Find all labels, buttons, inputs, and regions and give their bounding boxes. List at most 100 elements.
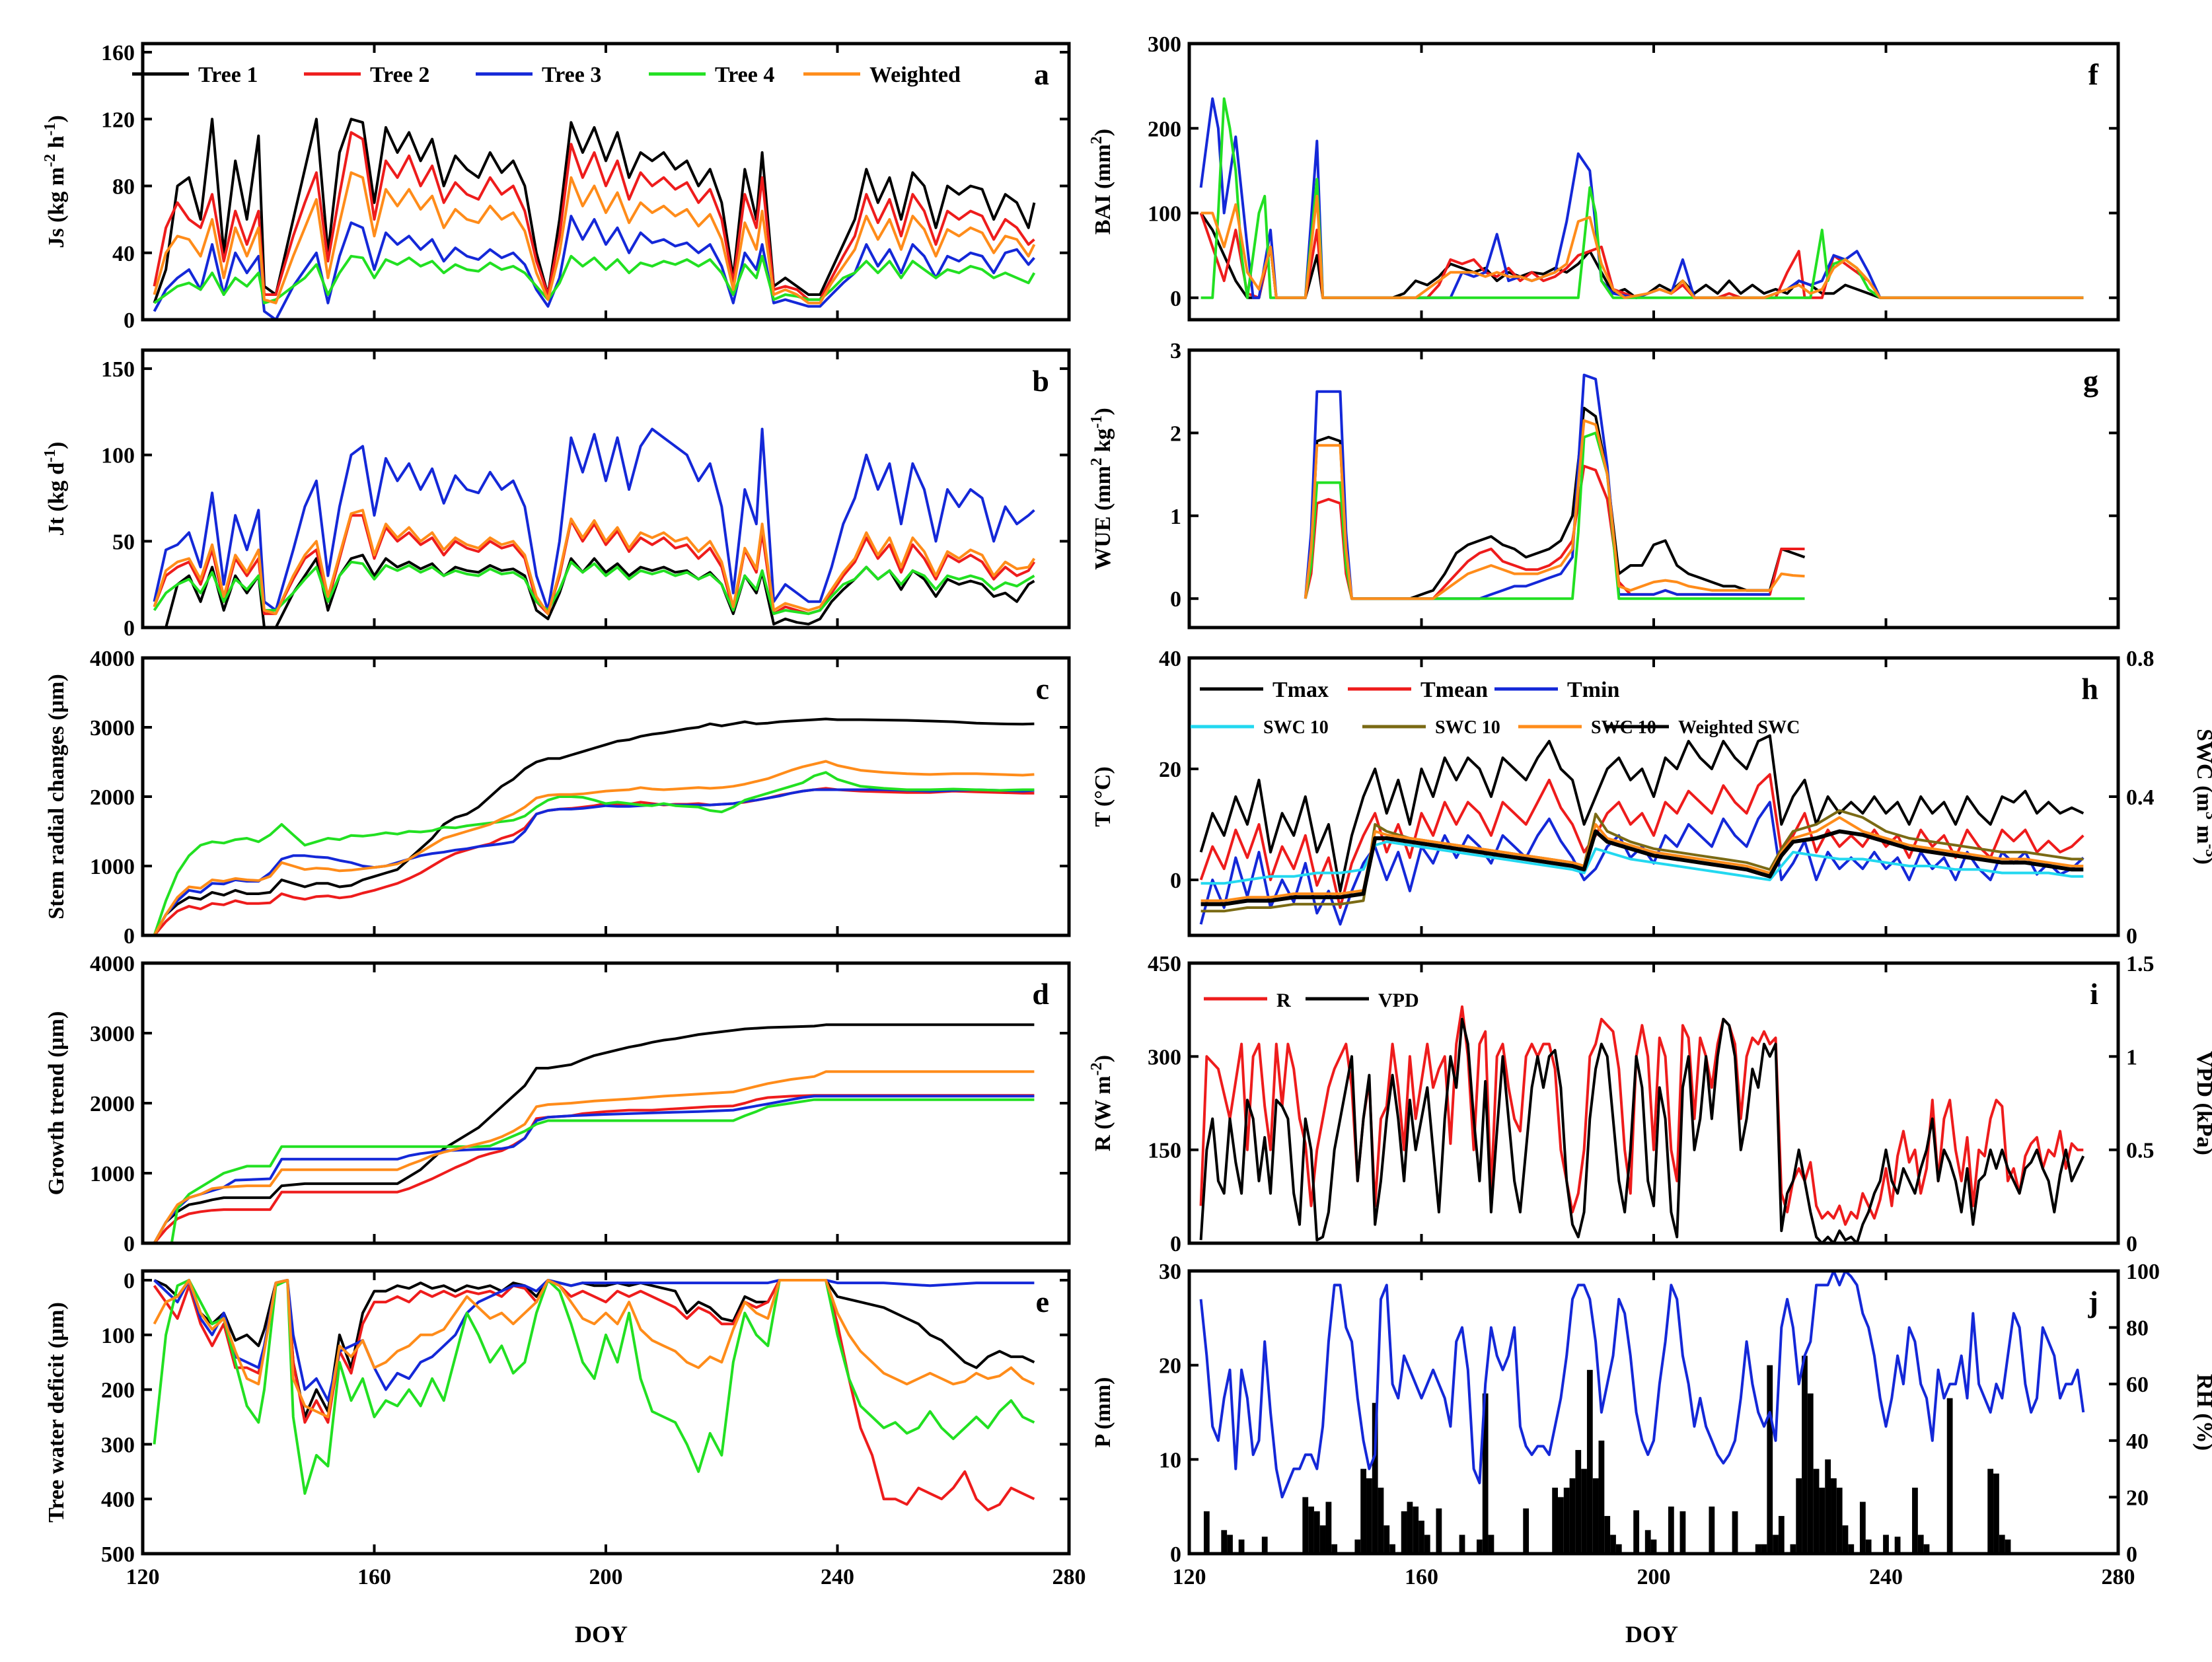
panel-a: 0 40 80 120 160 Js (kg m-2 h-1) a Tree 1 Tree 2 T… bbox=[42, 41, 1071, 333]
y-tick-label: 100 bbox=[101, 444, 135, 468]
series-tree-1-line bbox=[153, 118, 1036, 304]
y-tick-label: 40 bbox=[112, 242, 135, 266]
x-axis-label-right: DOY bbox=[1625, 1621, 1678, 1647]
precip-bar bbox=[1476, 1539, 1483, 1554]
precip-bar bbox=[1865, 1539, 1872, 1554]
panel-i: 0 150 300 450 0 0.5 1 1.5 R (W m-2) VPD (kPa) i R VP… bbox=[1088, 952, 2212, 1256]
series-tree-2-line bbox=[153, 1279, 1035, 1511]
legend-label: Weighted SWC bbox=[1678, 717, 1800, 738]
panel-letter: d bbox=[1032, 977, 1049, 1011]
x-tick-label: 160 bbox=[1405, 1565, 1438, 1589]
precip-bar bbox=[1221, 1530, 1228, 1554]
precip-bar bbox=[1227, 1535, 1233, 1554]
y-axis-label: P (mm) bbox=[1091, 1377, 1115, 1448]
precip-bar bbox=[1581, 1468, 1587, 1554]
y2-axis-label: SWC (m3 m-3) bbox=[2192, 729, 2212, 865]
series-swc-10-b--line bbox=[1200, 809, 2084, 913]
series-tree-4-line bbox=[154, 1098, 1035, 1243]
series-tree-1-line bbox=[153, 1023, 1035, 1243]
y-tick-label: 0 bbox=[1170, 1232, 1181, 1256]
y-tick-label: 200 bbox=[1148, 117, 1181, 141]
precip-bar bbox=[1552, 1488, 1559, 1554]
series-tree-2-line bbox=[153, 131, 1035, 301]
precip-bar bbox=[1993, 1473, 1999, 1554]
legend-label: Tree 4 bbox=[715, 63, 774, 87]
precip-bar bbox=[1598, 1440, 1605, 1554]
plot-frame bbox=[1187, 42, 2120, 322]
precip-bar bbox=[1615, 1544, 1622, 1554]
precip-bar bbox=[1679, 1511, 1686, 1554]
y-tick-label: 0 bbox=[1170, 1542, 1181, 1567]
series-weighted-line bbox=[153, 1279, 1035, 1418]
series-tree-1-line bbox=[1199, 212, 2084, 299]
x-tick-label: 280 bbox=[2102, 1565, 2135, 1589]
y-tick-label: 200 bbox=[101, 1379, 135, 1403]
x-tick-label: 200 bbox=[1637, 1565, 1671, 1589]
precip-bar bbox=[1424, 1535, 1430, 1554]
y-axis-label: Growth trend (μm) bbox=[44, 1011, 69, 1196]
precip-bar bbox=[1302, 1497, 1309, 1554]
x-tick-label: 280 bbox=[1052, 1565, 1086, 1589]
precip-bar bbox=[1354, 1539, 1361, 1554]
legend-label: SWC 10 bbox=[1263, 717, 1329, 738]
precip-bar bbox=[1436, 1508, 1442, 1554]
y-tick-label: 4000 bbox=[90, 647, 135, 671]
y-tick-label: 0 bbox=[124, 308, 135, 333]
precip-bar bbox=[1987, 1468, 1994, 1554]
y-tick-label: 0 bbox=[1170, 287, 1181, 311]
precip-bar bbox=[1796, 1478, 1802, 1554]
precip-bar bbox=[1848, 1544, 1855, 1554]
y2-axis-label: VPD (kPa) bbox=[2192, 1051, 2212, 1155]
precip-bar bbox=[1325, 1501, 1332, 1554]
precip-bar bbox=[1482, 1393, 1489, 1554]
legend-label: Weighted bbox=[869, 63, 961, 87]
y-axis-label: Jt (kg d-1) bbox=[42, 442, 69, 536]
y-tick-label: 120 bbox=[101, 108, 135, 132]
y-tick-label: 300 bbox=[1148, 1045, 1181, 1069]
precip-bar bbox=[1413, 1506, 1419, 1554]
precip-bar bbox=[1401, 1511, 1407, 1554]
y2-tick-label: 20 bbox=[2126, 1486, 2149, 1510]
precip-bar bbox=[1383, 1525, 1390, 1554]
y2-tick-label: 100 bbox=[2126, 1260, 2160, 1284]
legend-label: Tree 1 bbox=[198, 63, 258, 87]
y-tick-label: 3 bbox=[1170, 339, 1181, 363]
precip-bar bbox=[1261, 1536, 1268, 1554]
y2-tick-label: 0.8 bbox=[2126, 647, 2155, 671]
precip-bar bbox=[1407, 1501, 1413, 1554]
legend-label: Tree 3 bbox=[542, 63, 601, 87]
y-tick-label: 20 bbox=[1159, 758, 1181, 782]
panel-h: 0 20 40 0 0.4 0.8 T (°C) SWC (m3 m-3) h Tmax Tmean… bbox=[1091, 647, 2212, 949]
y-tick-label: 0 bbox=[124, 1232, 135, 1256]
plot-frame bbox=[141, 961, 1071, 1245]
series-tree-3-line bbox=[1199, 97, 2084, 299]
series-tree-4-line bbox=[1200, 97, 2084, 299]
precip-bar bbox=[1389, 1544, 1395, 1554]
y-tick-label: 450 bbox=[1148, 952, 1181, 976]
y2-tick-label: 40 bbox=[2126, 1429, 2149, 1454]
series-tree-3-line bbox=[153, 788, 1035, 935]
y-tick-label: 0 bbox=[124, 616, 135, 641]
panel-g: 0 1 2 3 WUE (mm2 kg-1) g bbox=[1088, 339, 2120, 630]
panel-b: 0 50 100 150 Jt (kg d-1) b bbox=[42, 348, 1071, 641]
legend-label: R bbox=[1276, 990, 1291, 1011]
precip-bar bbox=[1802, 1355, 1808, 1554]
series-tree-3-line bbox=[153, 215, 1035, 320]
panel-letter: i bbox=[2090, 977, 2098, 1011]
panel-j: 0 10 20 30 0 20 40 60 80 100 120 160 200 240 280 P (mm)… bbox=[1091, 1260, 2212, 1589]
y-tick-label: 3000 bbox=[90, 1022, 135, 1046]
precip-bar bbox=[2005, 1539, 2011, 1554]
y-tick-label: 2000 bbox=[90, 1092, 135, 1116]
panel-letter: c bbox=[1036, 672, 1049, 705]
precip-bar bbox=[1563, 1488, 1570, 1554]
precip-bar bbox=[1633, 1510, 1640, 1554]
precip-bar bbox=[1883, 1535, 1889, 1554]
series-tree-3-line bbox=[153, 1279, 1035, 1402]
series-weighted-line bbox=[153, 509, 1036, 616]
panel-letter: h bbox=[2081, 672, 2098, 705]
series-tmax-line bbox=[1199, 734, 2084, 892]
y-tick-label: 4000 bbox=[90, 952, 135, 976]
y-tick-label: 300 bbox=[1148, 32, 1181, 57]
y-tick-label: 300 bbox=[101, 1433, 135, 1457]
